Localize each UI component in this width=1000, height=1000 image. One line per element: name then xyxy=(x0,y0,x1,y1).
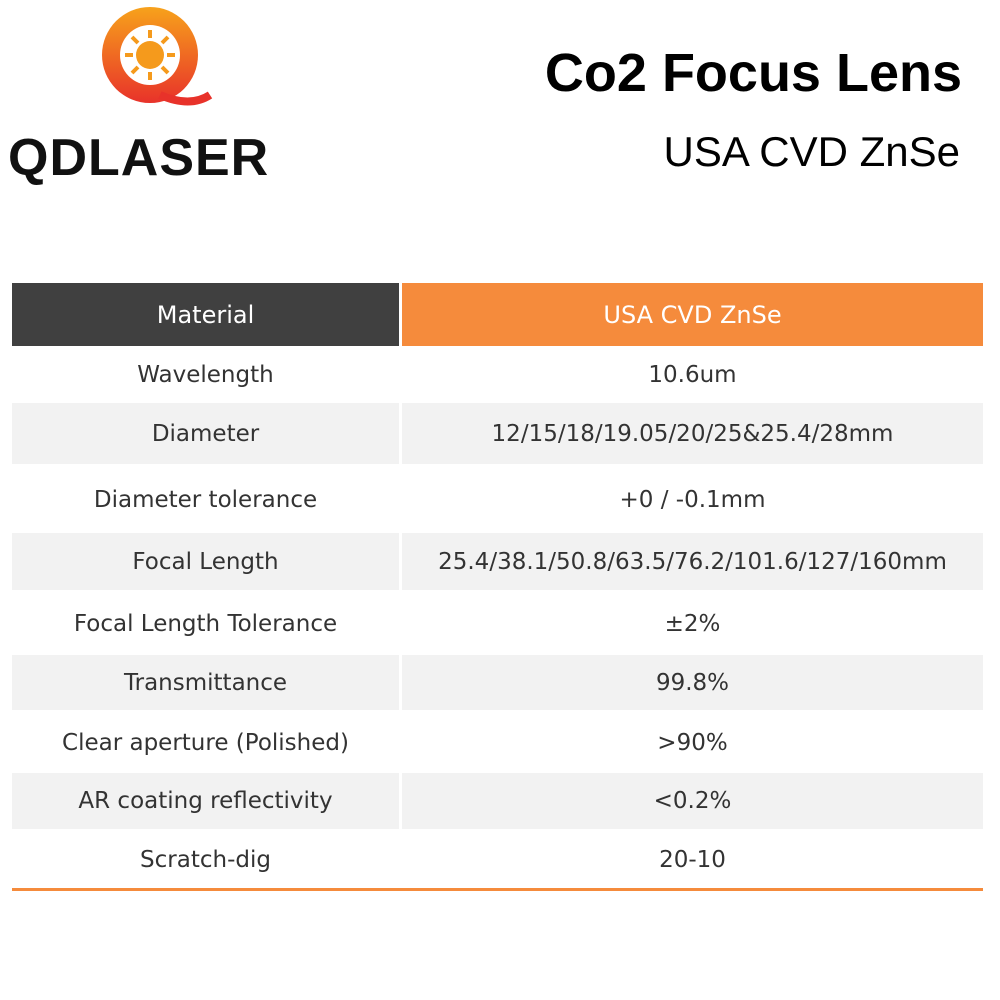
row-label: Focal Length Tolerance xyxy=(12,593,399,655)
row-value: 12/15/18/19.05/20/25&25.4/28mm xyxy=(402,403,983,464)
row-label: Diameter xyxy=(12,403,399,464)
logo-icon xyxy=(102,7,213,106)
title: Co2 Focus Lens xyxy=(544,43,962,103)
row-label: Focal Length xyxy=(12,533,399,590)
row-value: 99.8% xyxy=(402,655,983,710)
row-label: Wavelength xyxy=(12,346,399,403)
row-label: Clear aperture (Polished) xyxy=(12,713,399,773)
row-label: Diameter tolerance xyxy=(12,467,399,533)
header-cell: USA CVD ZnSe xyxy=(402,283,983,346)
row-value: <0.2% xyxy=(402,773,983,829)
row-label: Scratch-dig xyxy=(12,832,399,888)
logo-text: QDLASER xyxy=(8,129,270,187)
row-value: +0 / -0.1mm xyxy=(402,467,983,533)
row-value: 10.6um xyxy=(402,346,983,403)
row-label: AR coating reflectivity xyxy=(12,773,399,829)
row-value: ±2% xyxy=(402,593,983,655)
row-value: 25.4/38.1/50.8/63.5/76.2/101.6/127/160mm xyxy=(402,533,983,590)
header-cell: Material xyxy=(12,283,399,346)
table-bottom-rule xyxy=(12,888,983,891)
row-label: Transmittance xyxy=(12,655,399,710)
row-value: 20-10 xyxy=(402,832,983,888)
subtitle: USA CVD ZnSe xyxy=(663,128,960,175)
row-value: >90% xyxy=(402,713,983,773)
